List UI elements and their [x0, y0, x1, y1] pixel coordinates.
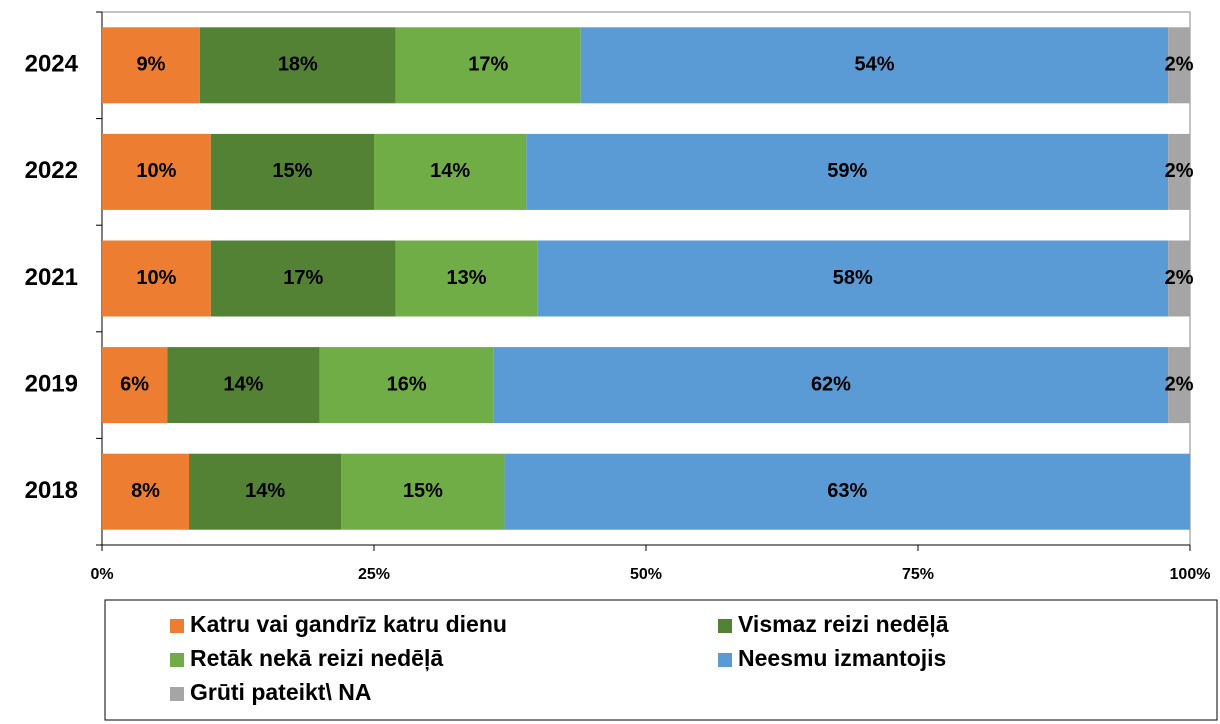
- data-label: 6%: [120, 373, 149, 395]
- bar-segment: [1168, 27, 1190, 104]
- data-label: 18%: [278, 54, 318, 76]
- y-tick-label: 2019: [25, 370, 78, 397]
- legend-swatch: [718, 619, 732, 633]
- x-tick-label: 0%: [90, 566, 113, 583]
- y-tick-label: 2021: [25, 264, 78, 291]
- x-tick-label: 50%: [630, 566, 662, 583]
- bar-segment: [102, 240, 211, 317]
- y-tick-label: 2022: [25, 157, 78, 184]
- legend-label: Grūti pateikt\ NA: [190, 679, 371, 705]
- legend-label: Neesmu izmantojis: [738, 645, 946, 671]
- legend-label: Katru vai gandrīz katru dienu: [190, 611, 507, 637]
- x-tick-label: 75%: [902, 566, 934, 583]
- data-label: 63%: [827, 480, 867, 502]
- data-label: 2%: [1165, 160, 1194, 182]
- bar-segment: [526, 133, 1169, 210]
- bar-segment: [395, 240, 538, 317]
- data-label: 14%: [245, 480, 285, 502]
- data-label: 16%: [387, 373, 427, 395]
- data-label: 62%: [811, 373, 851, 395]
- data-label: 58%: [833, 267, 873, 289]
- data-label: 15%: [272, 160, 312, 182]
- y-tick-label: 2018: [25, 477, 78, 504]
- bar-segment: [1168, 240, 1190, 317]
- legend-swatch: [170, 653, 184, 667]
- data-label: 9%: [137, 54, 166, 76]
- legend-swatch: [170, 687, 184, 701]
- legend-box: [104, 599, 1218, 721]
- bar-segment: [1168, 347, 1190, 424]
- bar-segment: [102, 453, 190, 530]
- data-label: 10%: [136, 160, 176, 182]
- data-label: 54%: [854, 54, 894, 76]
- data-label: 14%: [223, 373, 263, 395]
- legend-swatch: [718, 653, 732, 667]
- x-tick-label: 25%: [358, 566, 390, 583]
- bar-segment: [189, 453, 342, 530]
- bar-segment: [102, 27, 200, 104]
- data-label: 2%: [1165, 373, 1194, 395]
- legend-label: Vismaz reizi nedēļā: [738, 611, 949, 637]
- bar-segment: [210, 240, 396, 317]
- data-label: 17%: [468, 54, 508, 76]
- bar-segment: [167, 347, 320, 424]
- bar-segment: [319, 347, 494, 424]
- y-tick-label: 2024: [25, 51, 79, 78]
- bar-segment: [537, 240, 1169, 317]
- data-label: 17%: [283, 267, 323, 289]
- bar-segment: [504, 453, 1190, 530]
- bar-segment: [341, 453, 505, 530]
- bar-segment: [395, 27, 581, 104]
- data-label: 15%: [403, 480, 443, 502]
- bar-segment: [374, 133, 527, 210]
- data-label: 14%: [430, 160, 470, 182]
- data-label: 2%: [1165, 54, 1194, 76]
- legend-swatch: [170, 619, 184, 633]
- bar-segment: [210, 133, 374, 210]
- data-label: 2%: [1165, 267, 1194, 289]
- data-label: 10%: [136, 267, 176, 289]
- bar-segment: [102, 347, 168, 424]
- bar-segment: [102, 133, 211, 210]
- bar-segment: [199, 27, 396, 104]
- data-label: 8%: [131, 480, 160, 502]
- bar-segment: [580, 27, 1169, 104]
- bar-segment: [1168, 133, 1190, 210]
- bar-segment: [493, 347, 1169, 424]
- data-label: 13%: [446, 267, 486, 289]
- legend-label: Retāk nekā reizi nedēļā: [190, 645, 443, 671]
- x-tick-label: 100%: [1170, 566, 1211, 583]
- data-label: 59%: [827, 160, 867, 182]
